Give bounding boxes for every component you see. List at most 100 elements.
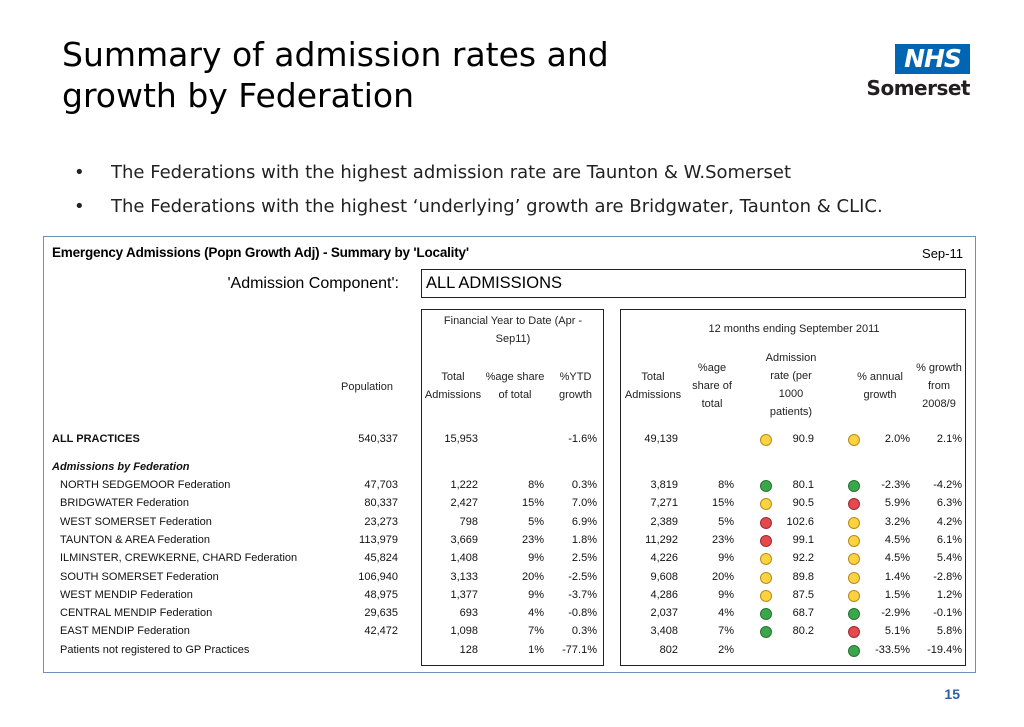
federation-row-growth08: -0.1%	[933, 607, 962, 620]
col-header-ytd-total-line: Admissions	[424, 389, 482, 401]
section-label: Admissions by Federation	[52, 461, 190, 473]
component-label: 'Admission Component':	[227, 275, 399, 292]
federation-row-ytd-total: 128	[459, 643, 478, 656]
component-value: ALL ADMISSIONS	[421, 269, 966, 298]
federation-row-ytd-growth: 7.0%	[571, 497, 597, 510]
federation-row-rate: 89.8	[792, 570, 814, 583]
admissions-summary-sheet: Emergency Admissions (Popn Growth Adj) -…	[43, 236, 976, 673]
sheet-title: Emergency Admissions (Popn Growth Adj) -…	[52, 245, 469, 260]
federation-row-population: 47,703	[364, 479, 398, 491]
federation-row-growth08: 5.8%	[936, 625, 962, 638]
all-practices-row-ytd-total: 15,953	[444, 433, 478, 445]
nhs-logo-mark: NHS	[895, 44, 970, 74]
col-header-ytd-share: %age share of total	[484, 368, 546, 404]
federation-row-population: 113,979	[359, 533, 398, 546]
federation-row-name: TAUNTON & AREA Federation	[60, 533, 210, 546]
nhs-somerset-logo: NHS Somerset	[860, 44, 971, 104]
rate-status-light-icon	[760, 534, 772, 547]
twelve-month-frame	[620, 309, 966, 666]
federation-row-name: Patients not registered to GP Practices	[60, 643, 250, 656]
federation-row-ytd-share: 1%	[528, 643, 544, 656]
federation-row-m12-total: 9,608	[650, 570, 678, 583]
col-header-12m-share-line: total	[701, 398, 723, 410]
federation-row-ytd-total: 1,408	[450, 552, 478, 565]
slide-title-line-2: growth by Federation	[62, 76, 415, 115]
federation-row-population: 106,940	[358, 570, 398, 583]
col-header-ytd-growth-line: %YTD	[559, 371, 592, 383]
nhs-logo-org-name: Somerset	[866, 76, 971, 100]
bullet-text: The Federations with the highest ‘underl…	[111, 196, 883, 217]
federation-row-ytd-total: 1,222	[450, 479, 478, 491]
federation-row-m12-total: 4,226	[650, 552, 678, 565]
federation-row-ytd-share: 5%	[528, 515, 544, 528]
federation-row-ytd-growth: 2.5%	[571, 552, 597, 565]
col-header-admission-rate-line: patients)	[769, 406, 813, 418]
federation-row-rate: 102.6	[786, 515, 814, 528]
all-practices-row-ytd-growth: -1.6%	[568, 433, 597, 445]
growth-status-light-icon	[848, 534, 860, 547]
federation-row-growth08: 5.4%	[936, 552, 962, 565]
ytd-header: Financial Year to Date (Apr - Sep11)	[424, 312, 602, 348]
col-header-population-line: Population	[341, 381, 393, 393]
federation-row-ytd-total: 1,098	[450, 625, 478, 638]
federation-row-m12-total: 2,037	[650, 607, 678, 620]
federation-row-ytd-share: 4%	[528, 607, 544, 620]
federation-row-rate: 87.5	[792, 588, 814, 601]
col-header-12m-share: %age share of total	[686, 359, 738, 413]
growth-status-light-icon	[848, 644, 860, 657]
col-header-admission-rate-line: rate (per	[770, 370, 812, 382]
col-header-population: Population	[334, 378, 400, 396]
federation-row-name: WEST SOMERSET Federation	[60, 515, 212, 528]
all-practices-row-growth08: 2.1%	[936, 433, 962, 445]
ytd-frame	[421, 309, 604, 666]
federation-row-ytd-share: 20%	[521, 570, 544, 583]
federation-row-m12-share: 7%	[718, 625, 734, 638]
col-header-ytd-growth-line: growth	[558, 389, 593, 401]
federation-row-ytd-growth: -77.1%	[562, 643, 597, 656]
sheet-date: Sep-11	[922, 246, 963, 261]
federation-row-rate: 80.2	[792, 625, 814, 638]
rate-status-light-icon	[760, 626, 772, 639]
col-header-annual-growth: % annual growth	[844, 368, 916, 404]
federation-row-annual: 5.9%	[884, 497, 910, 510]
all-practices-row-population: 540,337	[358, 433, 398, 445]
col-header-12m-total-line: Admissions	[624, 389, 682, 401]
federation-row-ytd-share: 7%	[528, 625, 544, 638]
federation-row-name: EAST MENDIP Federation	[60, 625, 190, 638]
col-header-annual-growth-line: growth	[863, 389, 897, 401]
federation-row-m12-total: 802	[659, 643, 678, 656]
federation-row-annual: 4.5%	[884, 533, 910, 546]
federation-row-m12-total: 3,819	[650, 479, 678, 491]
federation-row-growth08: 1.2%	[936, 588, 962, 601]
federation-row-ytd-growth: 0.3%	[571, 479, 597, 491]
growth-status-light-icon	[848, 434, 860, 446]
rate-status-light-icon	[760, 498, 772, 511]
federation-row-m12-share: 23%	[711, 533, 734, 546]
federation-row-ytd-growth: -0.8%	[568, 607, 597, 620]
federation-row-ytd-growth: -2.5%	[568, 570, 597, 583]
federation-row-m12-share: 20%	[711, 570, 734, 583]
col-header-growth-2008-line: 2008/9	[922, 398, 956, 410]
growth-status-light-icon	[848, 571, 860, 584]
page-number: 15	[944, 686, 960, 702]
federation-row-population: 23,273	[364, 515, 398, 528]
rate-status-light-icon	[760, 571, 772, 584]
growth-status-light-icon	[848, 516, 860, 529]
federation-row-growth08: 6.3%	[936, 497, 962, 510]
federation-row-rate: 68.7	[792, 607, 814, 620]
federation-row-population: 29,635	[364, 607, 398, 620]
federation-row-ytd-total: 3,133	[450, 570, 478, 583]
col-header-admission-rate-line: 1000	[778, 388, 804, 400]
federation-row-name: CENTRAL MENDIP Federation	[60, 607, 213, 620]
col-header-12m-share-line: %age	[697, 362, 727, 374]
federation-row-m12-total: 3,408	[650, 625, 678, 638]
federation-row-name: SOUTH SOMERSET Federation	[60, 570, 219, 583]
rate-status-light-icon	[760, 553, 772, 566]
federation-row-ytd-share: 9%	[528, 588, 544, 601]
federation-row-growth08: 6.1%	[936, 533, 962, 546]
federation-row-ytd-total: 1,377	[450, 588, 478, 601]
federation-row-annual: 1.4%	[884, 570, 910, 583]
all-practices-row-rate: 90.9	[792, 433, 814, 445]
col-header-ytd-total: Total Admissions	[422, 368, 484, 404]
federation-row-ytd-share: 23%	[521, 533, 544, 546]
